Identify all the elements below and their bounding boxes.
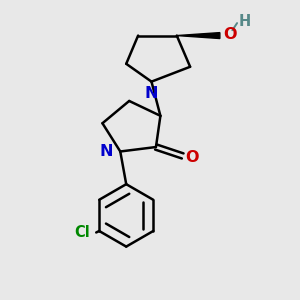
- Text: N: N: [145, 86, 158, 101]
- Text: O: O: [224, 28, 237, 43]
- Text: Cl: Cl: [74, 225, 90, 240]
- Polygon shape: [177, 33, 220, 38]
- Text: N: N: [99, 144, 113, 159]
- Text: O: O: [186, 150, 199, 165]
- Text: H: H: [238, 14, 251, 29]
